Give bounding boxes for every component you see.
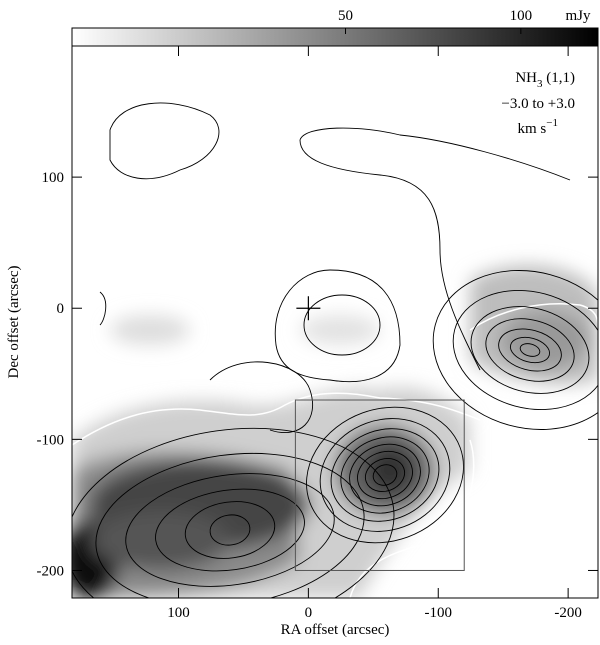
x-axis-label: RA offset (arcsec): [281, 622, 390, 638]
plot-frame: [71, 45, 599, 599]
region-box: [294, 399, 465, 571]
x-tick-label: -100: [425, 605, 453, 621]
colorbar: [71, 27, 599, 47]
colorbar-unit: mJy: [565, 8, 591, 24]
x-tick-label: 100: [167, 605, 190, 621]
y-tick-label: 100: [42, 170, 65, 186]
y-tick-label: -200: [37, 563, 65, 579]
center-marker: [296, 296, 321, 321]
colorbar-tick-label: 100: [510, 8, 533, 24]
x-tick-label: 0: [305, 605, 313, 621]
annotation-unit: km s−1: [518, 117, 558, 137]
colorbar-tick-label: 50: [338, 8, 353, 24]
grayscale-image: [72, 102, 598, 598]
y-tick-label: -100: [37, 432, 65, 448]
y-tick-label: 0: [57, 301, 65, 317]
x-tick-label: -200: [554, 605, 582, 621]
annotation-species: NH3 (1,1): [515, 70, 575, 90]
annotation-velocity: −3.0 to +3.0: [501, 96, 575, 112]
y-axis-label: Dec offset (arcsec): [6, 266, 22, 379]
